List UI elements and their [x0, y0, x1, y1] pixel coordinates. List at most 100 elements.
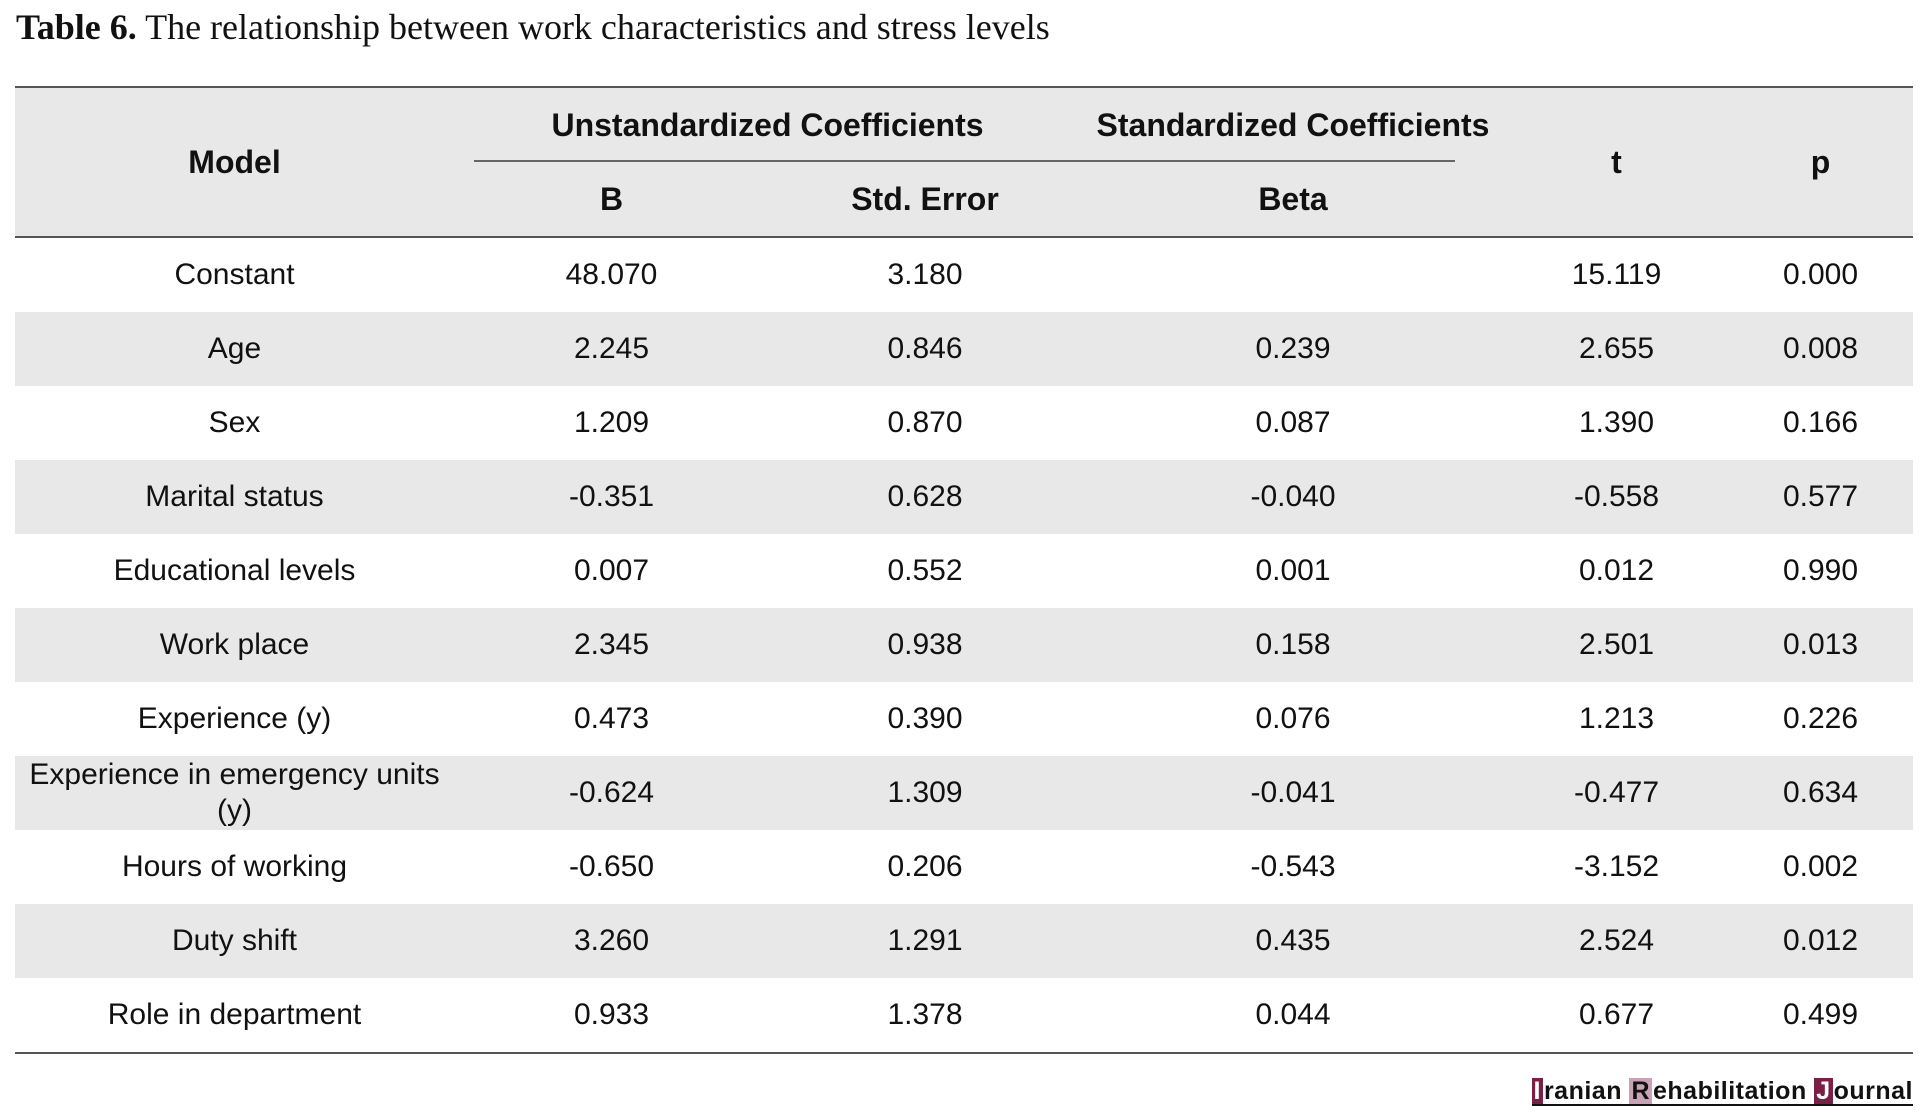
header-model: Model — [15, 86, 454, 238]
header-group-rule — [1081, 160, 1455, 162]
cell-t: 1.390 — [1578, 406, 1655, 439]
table-row: Sex 1.209 0.870 0.087 1.390 0.166 — [15, 386, 1913, 460]
cell-std-error: 1.309 — [769, 756, 1081, 830]
cell-beta: 0.239 — [1081, 312, 1505, 386]
cell-std-error: 0.552 — [887, 554, 963, 587]
cell-t: 2.655 — [1505, 312, 1728, 386]
cell-b: -0.624 — [454, 756, 769, 830]
table-row: Age 2.245 0.846 0.239 2.655 0.008 — [15, 312, 1913, 386]
header-standardized-coefficients: Standardized Coefficients — [1081, 86, 1505, 162]
cell-t: 0.012 — [1578, 554, 1655, 587]
table-row: Experience in emergency units (y) -0.624… — [15, 756, 1913, 830]
header-std-error: Std. Error — [769, 162, 1081, 238]
cell-model: Work place — [15, 608, 454, 682]
cell-std-error: 1.291 — [769, 904, 1081, 978]
cell-b: 1.209 — [573, 406, 650, 439]
cell-beta: 0.001 — [1255, 554, 1331, 587]
cell-beta: 0.435 — [1081, 904, 1505, 978]
cell-p: 0.008 — [1728, 312, 1913, 386]
cell-std-error: 0.870 — [887, 406, 963, 439]
logo-word: ournal — [1833, 1077, 1913, 1105]
cell-t: 15.119 — [1571, 258, 1662, 291]
cell-model: Constant — [174, 258, 295, 291]
logo-word: ehabilitation — [1653, 1077, 1815, 1105]
cell-p: 0.499 — [1728, 978, 1913, 1054]
cell-beta: -0.040 — [1081, 460, 1505, 534]
cell-p: 0.990 — [1782, 554, 1859, 587]
table-caption: Table 6. The relationship between work c… — [16, 6, 1050, 48]
header-b: B — [454, 162, 769, 238]
cell-beta: -0.041 — [1081, 756, 1505, 830]
cell-b: 2.245 — [454, 312, 769, 386]
cell-b: 0.007 — [573, 554, 650, 587]
cell-model: Educational levels — [113, 554, 356, 587]
cell-p: 0.002 — [1782, 850, 1859, 883]
cell-t: -3.152 — [1573, 850, 1660, 883]
cell-b: 3.260 — [454, 904, 769, 978]
cell-p: 0.013 — [1728, 608, 1913, 682]
header-standardized-label: Standardized Coefficients — [1096, 106, 1490, 143]
table-body: Constant 48.070 3.180 15.119 0.000 Age 2… — [15, 237, 1913, 1054]
cell-std-error: 0.938 — [769, 608, 1081, 682]
cell-beta: 0.076 — [1255, 702, 1331, 735]
cell-p: 0.226 — [1782, 702, 1859, 735]
cell-beta: 0.087 — [1255, 406, 1331, 439]
cell-std-error: 0.628 — [769, 460, 1081, 534]
regression-table: Model Unstandardized Coefficients Standa… — [15, 86, 1913, 1054]
cell-p: 0.166 — [1782, 406, 1859, 439]
header-unstandardized-coefficients: Unstandardized Coefficients — [454, 86, 1186, 162]
cell-b: 48.070 — [565, 258, 658, 291]
cell-t: 0.677 — [1505, 978, 1728, 1054]
logo-initial: I — [1531, 1077, 1543, 1105]
cell-b: -0.650 — [568, 850, 655, 883]
cell-model: Sex — [208, 406, 261, 439]
cell-p: 0.634 — [1728, 756, 1913, 830]
table-row: Hours of working -0.650 0.206 -0.543 -3.… — [15, 830, 1913, 904]
cell-model: Experience (y) — [137, 702, 332, 735]
table-header: Model Unstandardized Coefficients Standa… — [15, 86, 1913, 238]
cell-p: 0.012 — [1728, 904, 1913, 978]
cell-std-error: 3.180 — [887, 258, 963, 291]
cell-std-error: 1.378 — [769, 978, 1081, 1054]
cell-b: 0.473 — [573, 702, 650, 735]
cell-t: -0.558 — [1505, 460, 1728, 534]
cell-t: 2.524 — [1505, 904, 1728, 978]
cell-t: -0.477 — [1505, 756, 1728, 830]
table-row: Constant 48.070 3.180 15.119 0.000 — [15, 237, 1913, 312]
header-unstandardized-label: Unstandardized Coefficients — [551, 106, 984, 143]
caption-label: Table 6. — [16, 7, 137, 47]
cell-std-error: 0.846 — [769, 312, 1081, 386]
cell-model: Role in department — [15, 978, 454, 1054]
cell-model: Duty shift — [15, 904, 454, 978]
regression-table-container: Model Unstandardized Coefficients Standa… — [15, 86, 1913, 1054]
cell-beta: 0.158 — [1081, 608, 1505, 682]
cell-std-error: 0.390 — [887, 702, 963, 735]
cell-t: 1.213 — [1578, 702, 1655, 735]
cell-beta: -0.543 — [1250, 850, 1336, 883]
table-row: Role in department 0.933 1.378 0.044 0.6… — [15, 978, 1913, 1054]
cell-t: 2.501 — [1505, 608, 1728, 682]
cell-b: 0.933 — [454, 978, 769, 1054]
cell-model: Hours of working — [121, 850, 348, 883]
cell-model: Experience in emergency units (y) — [15, 756, 454, 830]
cell-b: -0.351 — [454, 460, 769, 534]
table-row: Work place 2.345 0.938 0.158 2.501 0.013 — [15, 608, 1913, 682]
cell-model: Marital status — [15, 460, 454, 534]
cell-b: 2.345 — [454, 608, 769, 682]
cell-p: 0.000 — [1782, 258, 1859, 291]
table-row: Marital status -0.351 0.628 -0.040 -0.55… — [15, 460, 1913, 534]
table-row: Experience (y) 0.473 0.390 0.076 1.213 0… — [15, 682, 1913, 756]
caption-text: The relationship between work characteri… — [145, 7, 1050, 47]
header-group-rule — [474, 160, 1186, 162]
cell-beta: 0.044 — [1081, 978, 1505, 1054]
logo-word: ranian — [1543, 1077, 1630, 1105]
header-p: p — [1728, 86, 1913, 238]
header-beta: Beta — [1081, 162, 1505, 238]
cell-model: Age — [15, 312, 454, 386]
table-row: Duty shift 3.260 1.291 0.435 2.524 0.012 — [15, 904, 1913, 978]
table-row: Educational levels 0.007 0.552 0.001 0.0… — [15, 534, 1913, 608]
cell-beta — [1081, 237, 1505, 312]
header-t: t — [1505, 86, 1728, 238]
logo-initial: J — [1814, 1077, 1833, 1105]
